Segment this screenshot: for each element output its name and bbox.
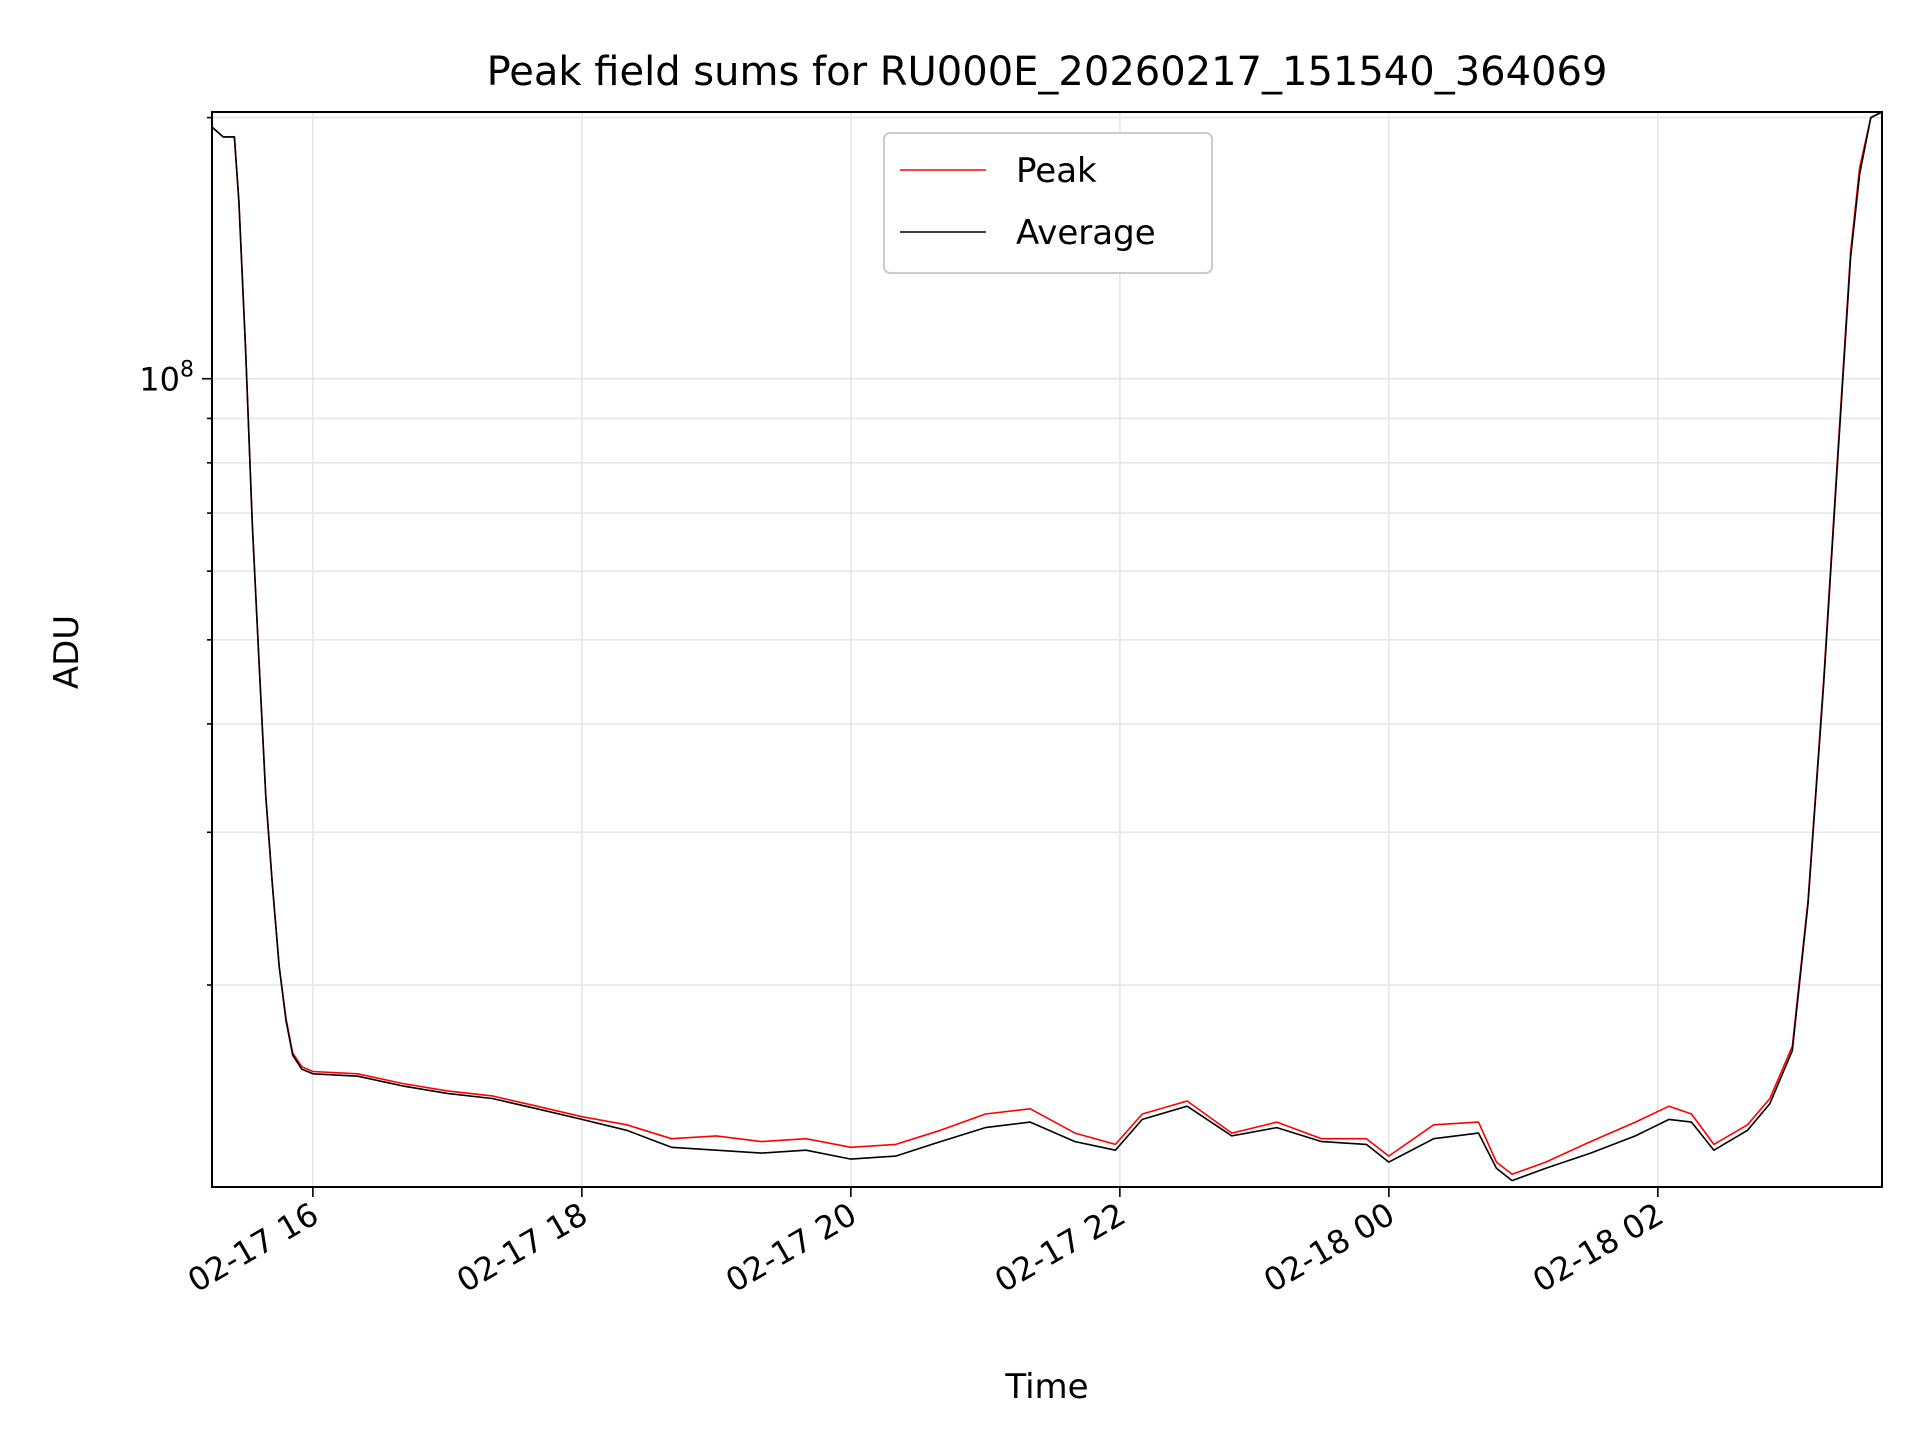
y-axis: 108 (139, 116, 212, 986)
legend-label-average: Average (1016, 213, 1156, 253)
x-axis-label: Time (1004, 1367, 1088, 1407)
grid-lines (212, 112, 1882, 1187)
y-tick-label-base: 10 (139, 361, 180, 399)
axes-frame (211, 111, 1883, 1188)
y-axis-label: ADU (47, 615, 87, 689)
y-tick-label: 108 (139, 358, 194, 399)
plot-area (211, 111, 1883, 1188)
axes-background (212, 112, 1882, 1187)
chart-title: Peak field sums for RU000E_20260217_1515… (487, 49, 1608, 95)
y-tick-label-exponent: 8 (180, 358, 194, 383)
legend-box (883, 132, 1213, 274)
series-line-average (212, 112, 1882, 1182)
legend: Peak Average (883, 132, 1213, 274)
legend-label-peak: Peak (1016, 151, 1097, 191)
series-lines (212, 112, 1882, 1182)
